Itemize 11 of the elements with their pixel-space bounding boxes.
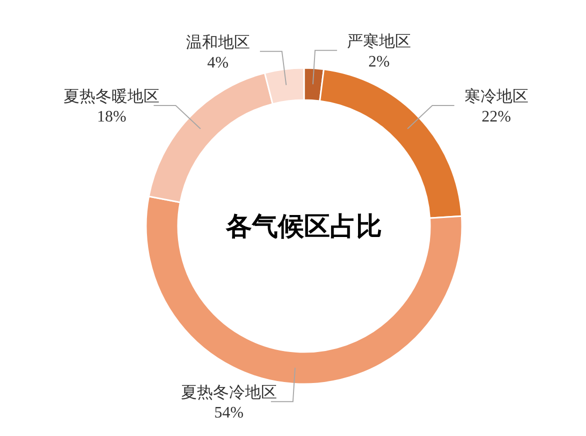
slice-label: 夏热冬暖地区 [64, 88, 160, 106]
data-label: 54% [214, 404, 244, 422]
data-label: 4% [207, 54, 229, 72]
data-label: 22% [482, 108, 511, 126]
data-label: 2% [368, 53, 390, 70]
slice-label: 寒冷地区 [464, 88, 528, 106]
data-label: 18% [97, 108, 126, 126]
slice-label: 温和地区 [186, 33, 250, 52]
text: 各气候区占比 [225, 211, 382, 241]
slice-label: 夏热冬冷地区 [180, 384, 277, 402]
slice-label: 严寒地区 [347, 32, 412, 50]
